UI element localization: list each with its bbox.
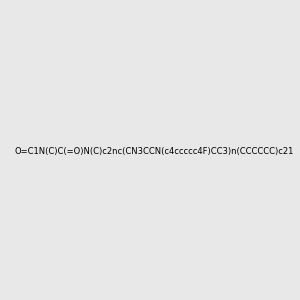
Text: O=C1N(C)C(=O)N(C)c2nc(CN3CCN(c4ccccc4F)CC3)n(CCCCCC)c21: O=C1N(C)C(=O)N(C)c2nc(CN3CCN(c4ccccc4F)C… <box>14 147 293 156</box>
